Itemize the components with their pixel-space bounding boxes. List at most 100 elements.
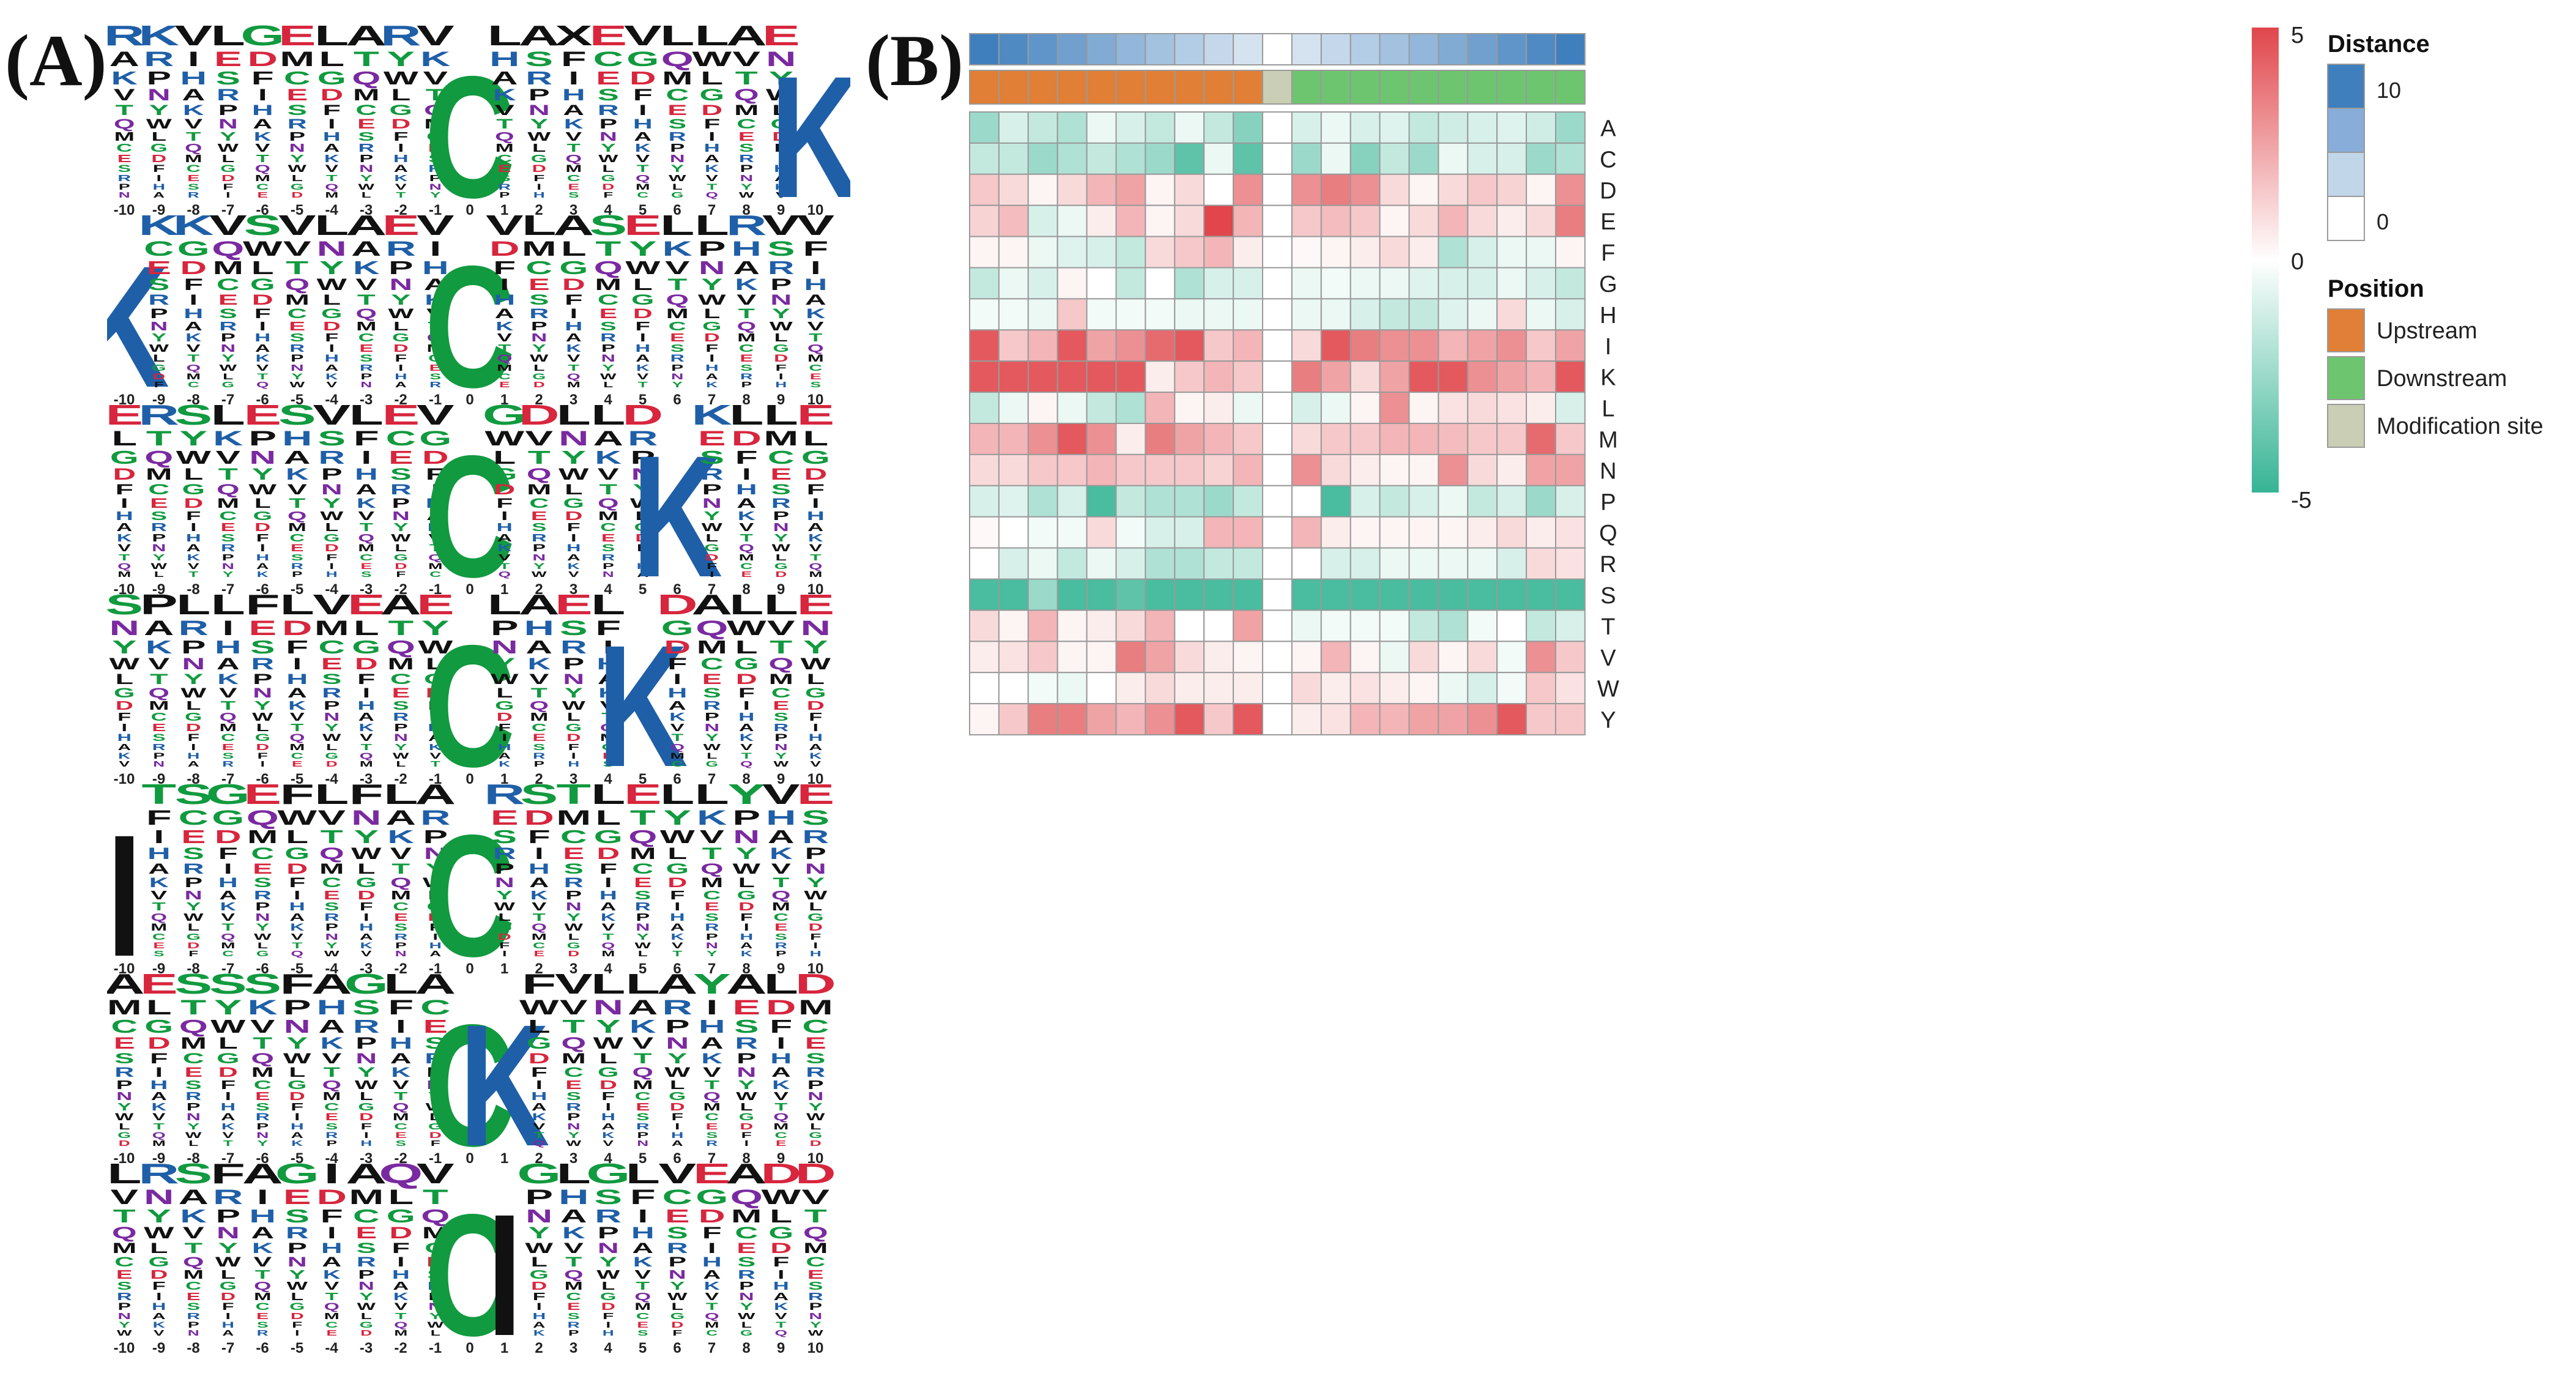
logo-residue: F — [184, 275, 203, 294]
colorbar-tick-label: -5 — [2291, 488, 2312, 513]
heatmap-cell — [1115, 329, 1146, 362]
heatmap-cell — [1467, 267, 1498, 300]
logo-position-tick: 10 — [807, 202, 824, 218]
logo-residue: H — [153, 182, 165, 192]
logo-residue: R — [380, 20, 421, 51]
heatmap-cell — [1467, 641, 1498, 674]
logo-residue: T — [286, 258, 308, 278]
heatmap-row-label: L — [1602, 396, 1614, 422]
logo-residue: D — [184, 496, 203, 511]
logo-residue: G — [324, 532, 340, 544]
heatmap-cell — [1262, 423, 1293, 455]
logo-residue: F — [565, 291, 583, 308]
heatmap-cell — [998, 672, 1029, 705]
heatmap-cell — [1262, 672, 1293, 705]
heatmap-cell — [1086, 547, 1117, 580]
position-legend-swatch — [2327, 356, 2365, 400]
heatmap-cell — [1379, 142, 1410, 175]
logo-residue: E — [214, 47, 242, 70]
heatmap-cell — [1056, 298, 1088, 331]
logo-residue: I — [500, 275, 509, 294]
logo-residue: A — [187, 543, 201, 554]
heatmap-cell — [998, 204, 1029, 237]
logo-residue: W — [243, 237, 283, 260]
logo-residue: L — [603, 381, 613, 389]
logo-residue: H — [705, 363, 719, 373]
logo-residue: E — [360, 561, 372, 571]
heatmap-cell — [969, 392, 1000, 424]
logo-residue: S — [767, 237, 795, 260]
heatmap-cell — [1174, 360, 1205, 393]
logo-residue: C — [144, 237, 174, 260]
logo-residue: A — [253, 116, 272, 132]
heatmap-cell — [1291, 236, 1322, 269]
logo-residue: V — [313, 399, 351, 431]
logo-residue: F — [774, 142, 788, 154]
logo-residue: T — [326, 173, 338, 184]
heatmap-cell — [1467, 236, 1498, 269]
logo-residue: E — [670, 332, 685, 344]
logo-residue: V — [426, 306, 445, 321]
heatmap-cell — [1115, 703, 1146, 735]
logo-residue: Y — [152, 332, 166, 344]
logo-residue: P — [531, 319, 547, 333]
heatmap-cell — [1555, 267, 1586, 300]
heatmap-row-label: S — [1600, 583, 1616, 609]
logo-residue: T — [115, 102, 133, 118]
heatmap-cell — [1320, 360, 1351, 393]
heatmap-cell — [998, 485, 1029, 518]
logo-residue: P — [248, 426, 277, 450]
heatmap-cell — [1145, 360, 1176, 393]
distance-annotation-cell — [1203, 33, 1234, 65]
position-legend-label: Modification site — [2377, 414, 2543, 439]
logo-residue: K — [566, 342, 581, 354]
logo-residue: K — [187, 552, 201, 563]
logo-residue: M — [356, 319, 377, 333]
logo-residue: I — [190, 291, 198, 308]
logo-residue: C — [525, 258, 552, 278]
logo-residue: K — [138, 209, 179, 241]
logo-residue: H — [635, 342, 650, 354]
heatmap-cell — [1262, 142, 1293, 175]
logo-residue: E — [599, 306, 617, 321]
logo-residue: D — [602, 182, 614, 192]
distance-legend-label: 10 — [2377, 78, 2401, 103]
heatmap-cell — [1349, 173, 1381, 206]
logo-residue: E — [529, 275, 550, 294]
logo-residue: L — [153, 353, 165, 364]
logo-residue: P — [218, 102, 238, 118]
logo-residue: W — [384, 68, 419, 89]
logo-residue: H — [533, 191, 545, 199]
logo-residue: V — [209, 209, 247, 241]
logo-residue: W — [150, 561, 168, 571]
logo-residue: K — [357, 496, 376, 511]
logo-residue: G — [771, 116, 792, 132]
logo-residue: Q — [807, 342, 824, 354]
logo-residue: M — [325, 191, 338, 199]
heatmap-cell — [1203, 236, 1234, 269]
logo-position-tick: -6 — [256, 392, 269, 408]
heatmap-cell — [1056, 111, 1088, 144]
logo-residue: I — [328, 116, 335, 132]
heatmap-cell — [1320, 516, 1351, 549]
logo-residue: D — [772, 130, 790, 144]
heatmap-cell — [1438, 298, 1469, 331]
logo-residue: V — [706, 173, 718, 184]
logo-residue: W — [248, 481, 277, 497]
position-legend-label: Upstream — [2377, 318, 2478, 344]
heatmap-cell — [1379, 703, 1410, 735]
heatmap-cell — [1496, 360, 1527, 393]
logo-residue: I — [188, 47, 199, 70]
logo-residue: C — [288, 306, 307, 321]
logo-residue: E — [382, 209, 420, 241]
logo-position-tick: 9 — [776, 202, 785, 218]
logo-residue: Q — [428, 552, 443, 563]
logo-position-tick: -4 — [325, 392, 338, 408]
logo-residue: S — [668, 116, 686, 132]
